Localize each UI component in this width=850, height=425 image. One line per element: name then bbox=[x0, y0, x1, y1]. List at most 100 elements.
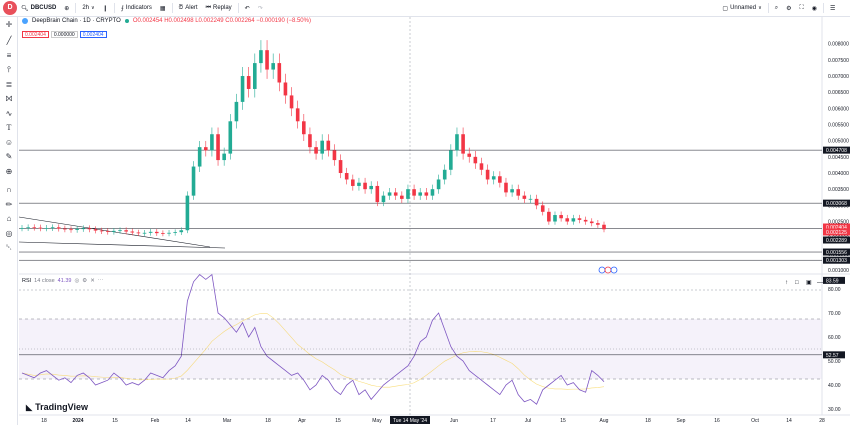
candle-body bbox=[271, 63, 275, 70]
symbol-label: DBCUSD bbox=[30, 5, 57, 11]
time-tick-label: 18 bbox=[265, 418, 271, 424]
magnet-tool-icon[interactable]: ∩ bbox=[6, 185, 12, 195]
horizontal-lines-tool-icon[interactable]: ≡ bbox=[6, 50, 12, 60]
candle-body bbox=[559, 215, 563, 219]
indicators-button[interactable]: ⨍ Indicators bbox=[117, 0, 156, 17]
rsi-tick-label: 80.00 bbox=[828, 287, 841, 293]
candle-body bbox=[461, 134, 465, 154]
fullscreen-button[interactable]: ⛶ bbox=[796, 0, 808, 17]
time-tick-label: 15 bbox=[335, 418, 341, 424]
event-flag-icon[interactable] bbox=[604, 266, 612, 274]
divider bbox=[75, 3, 77, 13]
icons-tool-icon[interactable]: ☺ bbox=[4, 137, 14, 147]
candle-body bbox=[565, 218, 570, 222]
candle-body bbox=[136, 232, 141, 234]
templates-button[interactable]: ▦ bbox=[156, 0, 170, 17]
candle-body bbox=[400, 195, 404, 199]
candle-body bbox=[338, 160, 343, 174]
price-badge-label: 0.002125 bbox=[826, 230, 847, 236]
event-markers[interactable] bbox=[598, 266, 618, 274]
patterns-tool-icon[interactable]: ⨝ bbox=[5, 93, 13, 103]
measure-tool-icon[interactable]: ✎ bbox=[5, 152, 13, 162]
eye-icon[interactable]: ◎ bbox=[74, 278, 80, 284]
replay-button[interactable]: ⏮︎ Replay bbox=[202, 0, 236, 17]
buy-price-box[interactable]: 0.002404 bbox=[79, 31, 107, 38]
chevron-down-icon: ∨ bbox=[758, 5, 762, 11]
pane-delete-icon[interactable]: □ bbox=[795, 280, 799, 286]
candle-body bbox=[142, 232, 147, 234]
tradingview-logo[interactable]: ◣ TradingView bbox=[26, 402, 88, 412]
candle-body bbox=[26, 227, 30, 229]
pitchfork-tool-icon[interactable]: ⫯ bbox=[7, 64, 11, 74]
user-avatar[interactable]: D bbox=[3, 1, 17, 15]
candle-body bbox=[596, 223, 600, 225]
alert-label: Alert bbox=[185, 5, 198, 11]
price-badge bbox=[823, 199, 850, 207]
price-tick-label: 0.002000 bbox=[828, 236, 849, 242]
pane-collapse-icon[interactable]: ― bbox=[817, 280, 823, 286]
candle-body bbox=[602, 224, 606, 230]
sell-price-box[interactable]: 0.002404 bbox=[22, 31, 49, 38]
lock-drawings-icon[interactable]: ⌂ bbox=[6, 214, 12, 224]
price-tick-label: 0.003000 bbox=[828, 203, 849, 209]
redo-button[interactable]: ↷ bbox=[254, 0, 267, 17]
pane-up-icon[interactable]: ↑ bbox=[785, 280, 788, 286]
candle-body bbox=[167, 232, 171, 234]
event-flag-icon[interactable] bbox=[610, 266, 618, 274]
stay-in-drawing-mode-icon[interactable]: ✏ bbox=[5, 199, 13, 209]
candle-body bbox=[69, 229, 73, 231]
trend-line-tool-icon[interactable]: ╱ bbox=[6, 36, 12, 46]
candle-body bbox=[540, 205, 545, 212]
grid-icon: ▦ bbox=[159, 5, 166, 12]
price-tick-label: 0.006000 bbox=[828, 106, 849, 112]
crosshair-tool-icon[interactable]: ✛ bbox=[5, 19, 13, 29]
candle-body bbox=[44, 227, 49, 229]
rsi-badge bbox=[823, 351, 845, 359]
zoom-in-tool-icon[interactable]: ⊕ bbox=[5, 166, 13, 176]
interval-button[interactable]: 2h ∨ bbox=[78, 0, 98, 17]
crosshair-time-label: Tue 14 May '24 bbox=[393, 418, 427, 424]
redo-icon: ↷ bbox=[257, 5, 263, 12]
candle-body bbox=[32, 227, 37, 229]
brush-tool-icon[interactable]: ∿ bbox=[5, 108, 13, 118]
candle-body bbox=[577, 218, 582, 220]
settings-button[interactable]: ⚙︎ bbox=[782, 0, 795, 17]
trash-icon[interactable]: ␡ bbox=[5, 242, 13, 252]
chevron-down-icon: ∨ bbox=[91, 5, 95, 11]
close-icon[interactable]: ✕ bbox=[90, 278, 95, 284]
candle-body bbox=[332, 150, 337, 161]
candle-body bbox=[234, 101, 239, 122]
more-icon[interactable]: ⋯ bbox=[97, 278, 104, 284]
candle-body bbox=[418, 192, 423, 196]
snapshot-button[interactable]: ◉ bbox=[808, 0, 821, 17]
text-tool-icon[interactable]: T bbox=[6, 123, 12, 133]
candle-body bbox=[308, 134, 312, 148]
bar-style-button[interactable]: ❙ bbox=[99, 0, 112, 17]
symbol-search-button[interactable]: 🔍︎ DBCUSD bbox=[17, 0, 60, 17]
layout-button[interactable]: ▢ Unnamed ∨ bbox=[718, 0, 765, 17]
time-tick-label: Feb bbox=[151, 418, 160, 424]
layout-name: Unnamed bbox=[730, 5, 757, 11]
compare-symbol-button[interactable]: ⊕ bbox=[60, 0, 73, 17]
candle-body bbox=[148, 231, 153, 233]
candle-body bbox=[491, 176, 496, 180]
pane-maximize-icon[interactable]: ▣ bbox=[806, 280, 812, 286]
candle-body bbox=[56, 227, 61, 229]
event-flag-icon[interactable] bbox=[598, 266, 606, 274]
candle-body bbox=[583, 219, 588, 222]
settings-icon[interactable]: ⚙︎ bbox=[82, 278, 88, 284]
time-tick-label: 15 bbox=[112, 418, 118, 424]
candle-body bbox=[118, 230, 122, 232]
watchlist-button[interactable]: ☰ bbox=[826, 0, 850, 17]
quick-search-button[interactable]: ⌕ bbox=[771, 0, 782, 17]
alert-button[interactable]: ⏰︎ Alert bbox=[175, 0, 202, 17]
candle-body bbox=[553, 215, 557, 222]
list-icon: ☰ bbox=[830, 5, 836, 12]
undo-button[interactable]: ↶ bbox=[241, 0, 254, 17]
fib-retracement-tool-icon[interactable]: ≣ bbox=[5, 79, 13, 89]
candle-body bbox=[253, 63, 257, 89]
candles-series bbox=[20, 40, 606, 237]
hide-drawings-icon[interactable]: ◎ bbox=[5, 228, 13, 238]
